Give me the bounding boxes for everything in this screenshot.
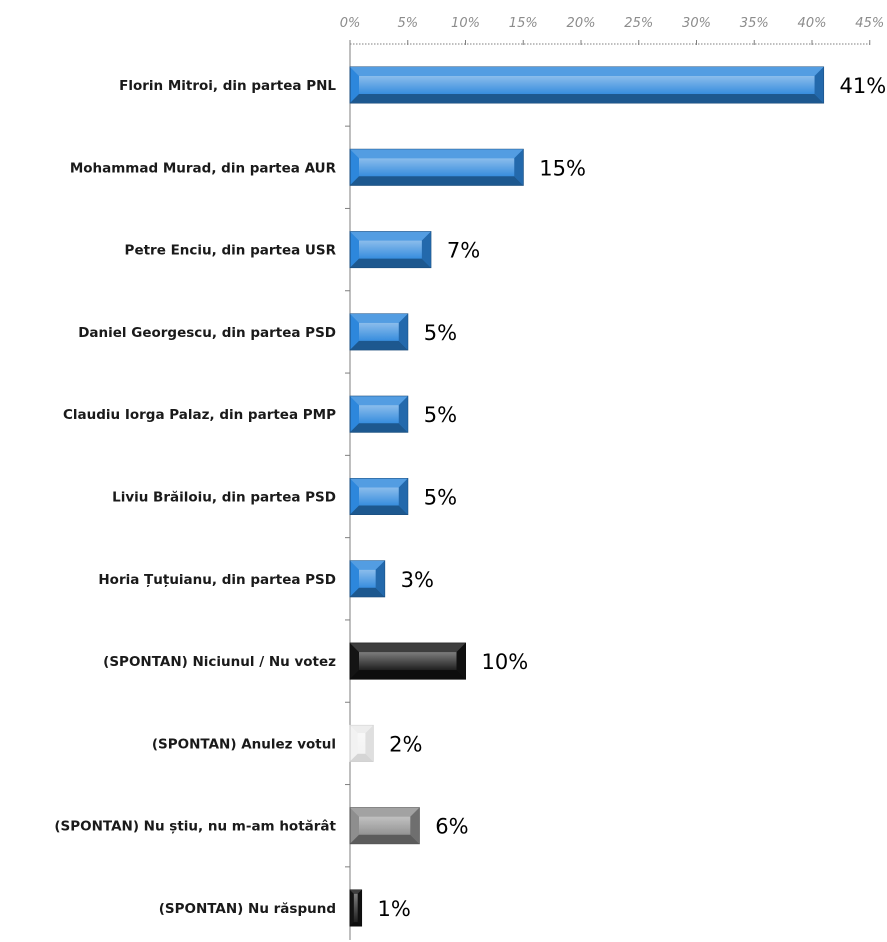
bar-bevel-right — [514, 149, 524, 186]
bar-bevel-right — [375, 560, 385, 597]
category-label: (SPONTAN) Nu știu, nu m-am hotărât — [54, 819, 336, 835]
x-tick-label: 0% — [340, 16, 361, 31]
bar-bevel-top — [350, 396, 408, 406]
category-label: Florin Mitroi, din partea PNL — [119, 78, 336, 94]
bar — [349, 66, 825, 104]
bar-bevel-top — [350, 725, 374, 734]
bar-face — [353, 893, 358, 923]
bar-face — [359, 240, 422, 259]
bar-bevel-bottom — [350, 922, 362, 926]
bar-bevel-bottom — [350, 834, 420, 844]
x-tick-label: 10% — [451, 16, 480, 31]
bar-bevel-top — [350, 890, 362, 894]
x-tick-label: 25% — [624, 16, 653, 31]
bar-bevel-bottom — [350, 258, 431, 268]
value-label: 15% — [539, 156, 586, 180]
bar — [349, 313, 409, 351]
bar-bevel-right — [398, 313, 408, 350]
bar-bevel-bottom — [350, 340, 408, 350]
bar-face — [357, 733, 366, 754]
value-label: 41% — [840, 74, 887, 98]
bar-bevel-bottom — [350, 423, 408, 433]
category-label: Claudiu Iorga Palaz, din partea PMP — [63, 407, 336, 423]
bar-bevel-top — [350, 560, 385, 570]
bar-bevel-right — [421, 231, 431, 268]
bar-bevel-bottom — [350, 505, 408, 515]
x-tick-label: 15% — [509, 16, 538, 31]
bar — [349, 889, 363, 927]
bar-face — [359, 158, 515, 177]
bar — [349, 478, 409, 515]
value-label: 2% — [389, 732, 422, 756]
category-label: (SPONTAN) Nu răspund — [159, 901, 336, 917]
bar-bevel-bottom — [350, 587, 385, 597]
category-label: (SPONTAN) Niciunul / Nu votez — [103, 654, 336, 670]
value-label: 10% — [482, 650, 529, 674]
x-tick-label: 35% — [740, 16, 769, 31]
bar-bevel-bottom — [350, 670, 466, 680]
bar — [349, 807, 420, 845]
category-label: Mohammad Murad, din partea AUR — [70, 160, 337, 176]
bar-bevel-top — [350, 807, 420, 817]
category-label: Daniel Georgescu, din partea PSD — [78, 325, 336, 341]
category-label: Horia Țuțuianu, din partea PSD — [98, 572, 336, 588]
bar — [349, 642, 466, 680]
bar-bevel-right — [456, 643, 466, 680]
category-label: (SPONTAN) Anulez votul — [152, 736, 336, 752]
bar — [349, 395, 409, 433]
bar-face — [359, 816, 411, 835]
category-label: Petre Enciu, din partea USR — [125, 243, 337, 259]
bar-bevel-right — [398, 478, 408, 515]
bar — [349, 231, 432, 269]
x-axis: 0% 5% 10% 15% 20% 25% 30% 35% 40% 45% — [340, 16, 884, 940]
bar-face — [359, 322, 399, 341]
bar-bevel-top — [350, 149, 524, 159]
bar-bevel-bottom — [350, 176, 524, 186]
bars — [349, 66, 825, 927]
bar — [349, 724, 374, 762]
labels: Florin Mitroi, din partea PNL 41% Mohammad… — [54, 74, 886, 921]
bar-bevel-bottom — [350, 753, 374, 762]
bar-bevel-top — [350, 67, 824, 76]
x-tick-label: 40% — [798, 16, 827, 31]
bar-bevel-right — [410, 807, 420, 844]
value-label: 5% — [424, 321, 457, 345]
category-label: Liviu Brăiloiu, din partea PSD — [112, 490, 336, 506]
value-label: 3% — [401, 568, 434, 592]
value-label: 7% — [447, 239, 480, 263]
bar-bevel-top — [350, 231, 431, 241]
bar-bevel-right — [398, 396, 408, 433]
bar-bevel-right — [814, 67, 824, 103]
x-tick-label: 5% — [397, 16, 418, 31]
value-label: 6% — [435, 815, 468, 839]
bar-bevel-right — [365, 725, 374, 762]
x-tick-label: 20% — [567, 16, 596, 31]
bar-bevel-top — [350, 478, 408, 488]
bar — [349, 560, 386, 598]
bar-face — [359, 76, 815, 94]
bar-face — [359, 652, 457, 671]
bar-bevel-right — [357, 890, 362, 926]
x-tick-label: 45% — [855, 16, 884, 31]
value-label: 5% — [424, 486, 457, 510]
value-label: 1% — [378, 897, 411, 921]
value-label: 5% — [424, 403, 457, 427]
x-tick-label: 30% — [682, 16, 711, 31]
bar-bevel-bottom — [350, 94, 824, 103]
bar — [349, 148, 524, 186]
bar-face — [359, 569, 376, 588]
bar-face — [359, 405, 399, 424]
bar-bevel-top — [350, 643, 466, 653]
bar-face — [359, 487, 399, 506]
bar-bevel-top — [350, 313, 408, 323]
